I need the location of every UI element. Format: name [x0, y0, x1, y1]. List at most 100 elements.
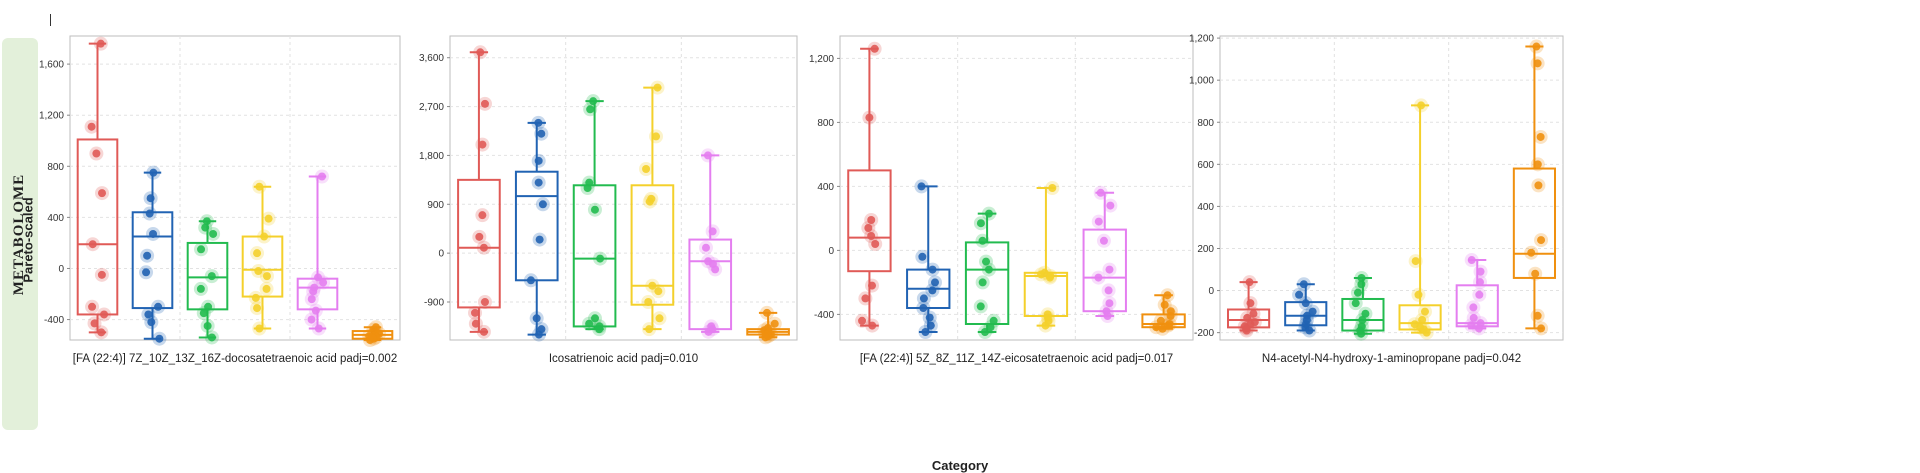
data-point	[868, 321, 877, 330]
data-point	[1420, 307, 1429, 316]
data-point	[97, 328, 106, 337]
data-point	[1163, 291, 1172, 300]
data-point	[479, 243, 488, 252]
data-point	[1537, 236, 1546, 245]
data-point	[1094, 273, 1103, 282]
data-point	[209, 229, 218, 238]
data-point	[1166, 312, 1175, 320]
data-point	[1532, 42, 1541, 51]
data-point	[100, 310, 109, 319]
data-point	[1475, 290, 1484, 299]
data-point	[145, 209, 154, 218]
data-point	[1243, 313, 1252, 322]
data-point	[989, 316, 998, 325]
y-tick-label: 1,200	[1189, 34, 1214, 45]
data-point	[317, 172, 326, 181]
panel-title: [FA (22:4)] 5Z_8Z_11Z_14Z-eicosatetraeno…	[860, 353, 1173, 365]
data-point	[1295, 290, 1304, 299]
data-point	[255, 324, 264, 333]
box-iqr	[847, 169, 892, 273]
data-point	[1418, 316, 1427, 325]
data-point	[314, 273, 323, 282]
data-point	[1534, 181, 1543, 190]
data-point	[1422, 328, 1431, 337]
data-point	[155, 334, 164, 343]
data-point	[867, 232, 876, 240]
box-iqr	[1512, 167, 1556, 279]
data-point	[1246, 299, 1255, 308]
data-point	[311, 306, 320, 315]
data-point	[253, 304, 262, 313]
top-tick-mark	[50, 14, 51, 26]
data-point	[1527, 248, 1536, 257]
data-point	[204, 302, 213, 311]
data-point	[262, 272, 271, 281]
data-point	[1305, 326, 1314, 335]
data-point	[537, 129, 546, 138]
y-tick-label: 900	[427, 200, 444, 211]
panel-title: Icosatrienoic acid padj=0.010	[549, 353, 698, 365]
data-point	[1533, 160, 1542, 169]
data-point	[1160, 300, 1169, 309]
y-tick-label: -400	[44, 315, 64, 326]
box-iqr	[964, 241, 1010, 325]
y-tick-label: 1,200	[809, 54, 834, 65]
data-point	[478, 211, 487, 220]
data-point	[475, 232, 484, 241]
data-point	[1041, 321, 1050, 330]
y-tick-label: 200	[1197, 244, 1214, 255]
data-point	[590, 314, 599, 323]
data-point	[865, 113, 874, 122]
data-point	[88, 302, 97, 311]
y-tick-label: 800	[817, 118, 834, 129]
data-point	[1536, 132, 1545, 141]
data-point	[98, 189, 107, 198]
data-point	[1533, 59, 1542, 68]
data-point	[260, 232, 269, 241]
data-point	[479, 327, 488, 336]
data-point	[1476, 278, 1485, 287]
data-point	[262, 284, 271, 293]
box-iqr	[630, 184, 675, 306]
data-point	[201, 223, 210, 232]
data-point	[644, 298, 653, 306]
data-point	[1467, 321, 1476, 330]
data-point	[534, 330, 543, 339]
data-point	[471, 319, 480, 328]
data-point	[701, 243, 710, 252]
data-point	[652, 132, 661, 141]
panel-title: [FA (22:4)] 7Z_10Z_13Z_16Z-docosatetraen…	[73, 353, 397, 365]
data-point	[1105, 299, 1114, 308]
data-point	[653, 83, 662, 92]
data-point	[1469, 303, 1478, 312]
data-point	[1537, 324, 1546, 333]
data-point	[917, 182, 926, 191]
data-point	[143, 251, 152, 260]
data-point	[199, 309, 208, 318]
data-point	[314, 324, 323, 333]
data-point	[1301, 299, 1310, 308]
box-iqr	[572, 184, 617, 328]
data-point	[480, 298, 489, 306]
data-point	[921, 328, 930, 336]
data-point	[255, 182, 264, 191]
data-point	[928, 286, 937, 295]
data-point	[590, 205, 599, 214]
data-point	[1353, 288, 1362, 297]
y-tick-label: 3,600	[419, 53, 444, 64]
data-point	[471, 308, 480, 317]
y-tick-label: 800	[47, 162, 64, 173]
data-point	[861, 294, 870, 303]
data-point	[596, 254, 605, 263]
data-point	[207, 333, 216, 342]
data-point	[88, 240, 97, 249]
data-point	[207, 272, 216, 281]
data-point	[87, 122, 96, 131]
data-point	[982, 257, 991, 266]
y-tick-label: 400	[817, 182, 834, 193]
data-point	[1411, 257, 1420, 266]
data-point	[928, 265, 937, 274]
data-point	[253, 249, 262, 258]
data-point	[149, 229, 158, 238]
